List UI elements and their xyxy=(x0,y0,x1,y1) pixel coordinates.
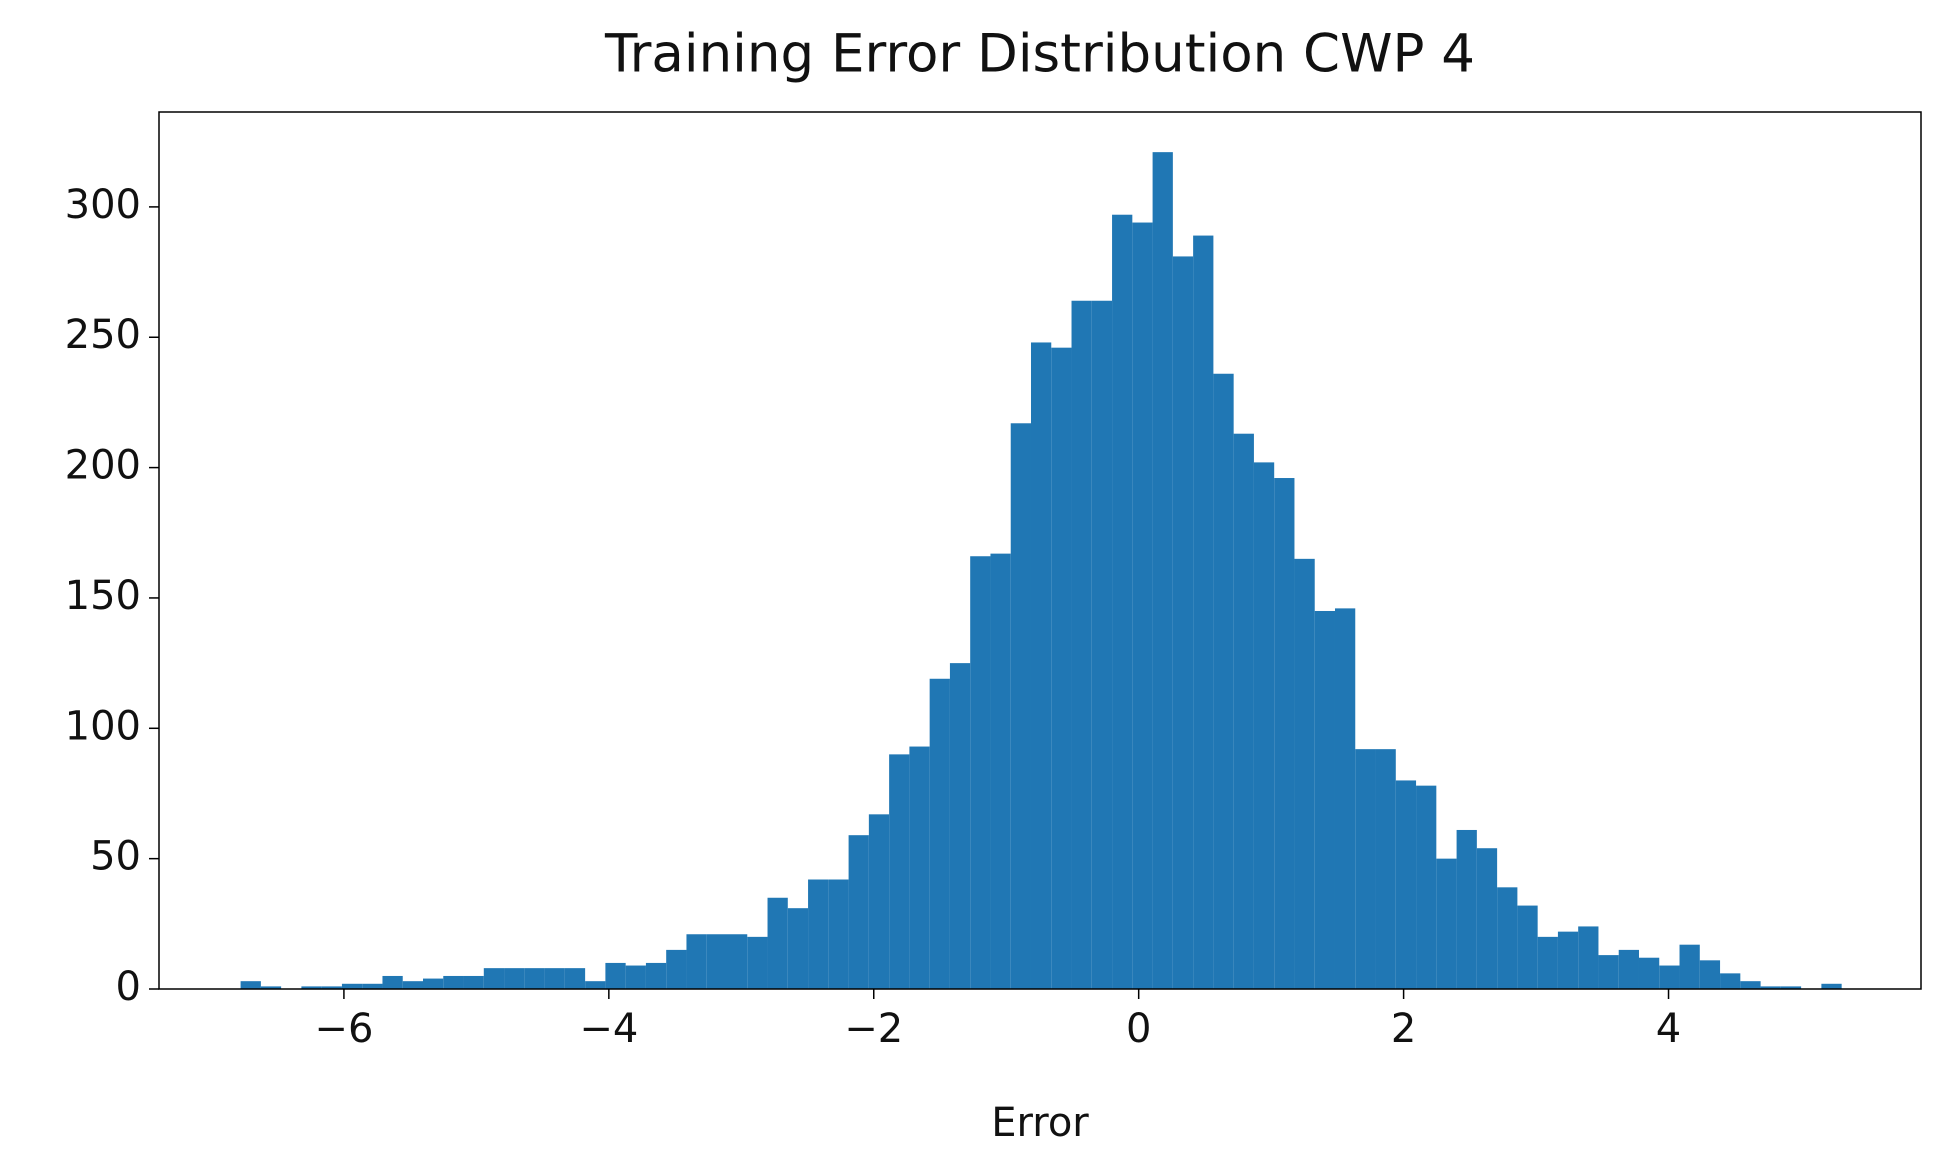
bar xyxy=(240,981,261,989)
bar xyxy=(564,968,586,989)
bar xyxy=(1436,858,1457,989)
bar xyxy=(1253,462,1275,989)
bar xyxy=(1193,235,1214,990)
bar xyxy=(706,934,727,989)
bar xyxy=(848,835,869,989)
bar xyxy=(1274,478,1295,989)
bar xyxy=(321,986,342,989)
bar xyxy=(1476,848,1498,989)
bar xyxy=(1233,433,1254,990)
bar xyxy=(1699,960,1721,989)
bar xyxy=(1659,965,1680,989)
bar xyxy=(686,934,707,989)
y-tick-label: 300 xyxy=(65,182,141,228)
bar xyxy=(1557,931,1579,989)
bar xyxy=(645,962,667,989)
bar xyxy=(1517,905,1538,989)
x-tick-label: 4 xyxy=(1656,1006,1681,1052)
bar xyxy=(1030,342,1052,989)
bar xyxy=(301,986,322,989)
bar xyxy=(1740,981,1761,989)
bar xyxy=(767,897,788,989)
bar xyxy=(1416,785,1437,989)
bar xyxy=(260,986,282,989)
bar xyxy=(949,663,971,989)
bar xyxy=(402,981,423,989)
bar xyxy=(605,962,626,989)
bar xyxy=(990,553,1011,989)
bar xyxy=(463,975,484,989)
bar xyxy=(666,949,687,989)
bar xyxy=(1395,780,1417,989)
bar xyxy=(422,978,444,989)
bar xyxy=(1051,347,1072,989)
y-tick-label: 100 xyxy=(65,703,141,749)
y-tick-label: 150 xyxy=(65,573,141,619)
bar xyxy=(1720,973,1741,989)
bar xyxy=(1294,558,1315,989)
bar xyxy=(970,556,991,989)
bar xyxy=(1172,256,1194,989)
bar xyxy=(1091,300,1113,989)
bar xyxy=(889,754,910,989)
bar xyxy=(1780,986,1802,989)
bar xyxy=(544,968,565,989)
bar xyxy=(1375,749,1396,989)
bar xyxy=(1497,887,1518,989)
bar xyxy=(1679,944,1700,989)
bar xyxy=(625,965,646,989)
bar xyxy=(726,934,748,989)
bar xyxy=(443,975,464,989)
x-tick-label: −4 xyxy=(579,1006,638,1052)
bar xyxy=(362,983,383,989)
bar xyxy=(1071,300,1092,989)
bar xyxy=(382,975,403,989)
bar xyxy=(1010,423,1031,989)
bar xyxy=(909,746,930,989)
x-tick-label: 2 xyxy=(1391,1006,1416,1052)
bar xyxy=(747,936,768,989)
bar xyxy=(828,879,849,989)
x-axis-label: Error xyxy=(991,1100,1089,1146)
bar xyxy=(1578,926,1599,989)
bar xyxy=(1314,610,1335,989)
bar xyxy=(585,981,606,989)
bar xyxy=(868,814,890,989)
bar xyxy=(787,908,809,989)
bar xyxy=(524,968,545,989)
bar xyxy=(1821,983,1842,989)
bar xyxy=(504,968,525,989)
bar xyxy=(1132,222,1153,989)
y-tick-label: 50 xyxy=(90,834,141,880)
bar xyxy=(483,968,505,989)
bar xyxy=(1355,749,1376,989)
bar xyxy=(808,879,829,989)
bar xyxy=(1152,152,1173,989)
bar xyxy=(1598,955,1619,989)
x-tick-label: −6 xyxy=(314,1006,373,1052)
x-tick-label: 0 xyxy=(1126,1006,1151,1052)
bar xyxy=(1638,957,1660,989)
plot-frame xyxy=(158,111,1922,990)
bar xyxy=(1618,949,1639,989)
bar xyxy=(1112,214,1133,989)
y-tick-label: 0 xyxy=(116,964,141,1010)
bar xyxy=(929,678,950,989)
chart-title: Training Error Distribution CWP 4 xyxy=(604,24,1475,85)
bar xyxy=(1537,936,1558,989)
bar xyxy=(341,983,363,989)
y-tick-label: 250 xyxy=(65,312,141,358)
y-tick-label: 200 xyxy=(65,443,141,489)
x-tick-label: −2 xyxy=(844,1006,903,1052)
bar xyxy=(1334,608,1356,989)
bar xyxy=(1213,373,1234,989)
bar xyxy=(1456,829,1477,989)
bar xyxy=(1760,986,1781,989)
